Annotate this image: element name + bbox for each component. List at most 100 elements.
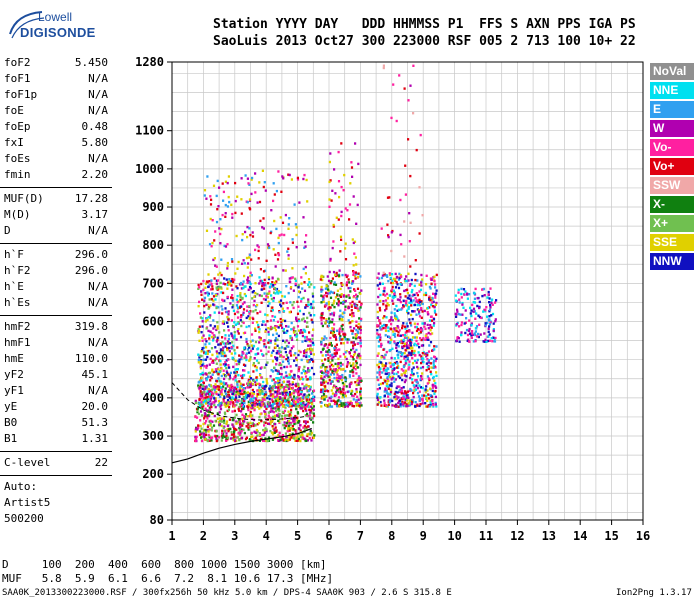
echo-point bbox=[295, 318, 298, 321]
echo-point bbox=[325, 302, 328, 305]
echo-point bbox=[492, 329, 495, 332]
echo-point bbox=[232, 402, 235, 405]
echo-point bbox=[269, 341, 272, 344]
param-hmE: hmE 110.0 bbox=[4, 352, 108, 367]
echo-point bbox=[201, 364, 204, 367]
echo-point bbox=[217, 400, 220, 403]
echo-point bbox=[252, 370, 255, 373]
echo-point bbox=[320, 313, 323, 317]
echo-point bbox=[346, 363, 349, 366]
echo-point bbox=[225, 432, 228, 435]
echo-point bbox=[218, 285, 221, 289]
echo-point bbox=[290, 321, 293, 325]
echo-point bbox=[277, 334, 280, 338]
param-key: foF1 bbox=[4, 72, 31, 85]
echo-point bbox=[429, 297, 432, 300]
echo-point bbox=[242, 311, 245, 314]
echo-point bbox=[344, 299, 347, 303]
echo-point bbox=[352, 374, 355, 377]
param-value: 2.20 bbox=[81, 168, 109, 181]
echo-point bbox=[378, 387, 381, 390]
echo-point bbox=[252, 310, 255, 313]
echo-point bbox=[270, 369, 273, 372]
echo-point bbox=[207, 294, 210, 297]
echo-point bbox=[415, 344, 419, 347]
echo-point bbox=[240, 354, 243, 358]
echo-point bbox=[377, 378, 380, 382]
echo-point bbox=[278, 362, 281, 365]
echo-point bbox=[235, 338, 238, 341]
echo-point bbox=[378, 277, 381, 280]
echo-point bbox=[295, 382, 298, 386]
echo-point bbox=[359, 390, 362, 394]
echo-point bbox=[403, 374, 406, 377]
param-foF1: foF1 N/A bbox=[4, 72, 108, 87]
echo-point bbox=[349, 355, 353, 358]
echo-point bbox=[320, 359, 324, 362]
echo-point bbox=[380, 227, 383, 230]
echo-point bbox=[237, 322, 240, 325]
echo-point bbox=[237, 260, 240, 264]
echo-point bbox=[228, 384, 231, 388]
y-tick-label: 300 bbox=[142, 429, 164, 443]
echo-point bbox=[251, 399, 254, 402]
echo-point bbox=[406, 288, 409, 291]
echo-point bbox=[292, 392, 295, 395]
echo-point bbox=[277, 419, 280, 422]
echo-point bbox=[199, 397, 202, 401]
echo-point bbox=[294, 397, 297, 400]
echo-point bbox=[412, 395, 415, 399]
echo-point bbox=[381, 324, 384, 328]
echo-point bbox=[395, 327, 398, 330]
echo-point bbox=[347, 281, 351, 284]
echo-point bbox=[398, 329, 401, 332]
echo-point bbox=[237, 374, 240, 377]
echo-point bbox=[230, 332, 233, 335]
echo-point bbox=[236, 267, 239, 270]
echo-point bbox=[350, 348, 353, 352]
echo-point bbox=[424, 391, 427, 394]
echo-point bbox=[405, 394, 409, 397]
echo-point bbox=[487, 290, 490, 294]
echo-point bbox=[211, 219, 214, 222]
echo-point bbox=[252, 424, 255, 428]
echo-point bbox=[274, 253, 277, 256]
echo-point bbox=[320, 381, 323, 384]
echo-point bbox=[281, 319, 284, 322]
echo-point bbox=[278, 324, 281, 327]
echo-point bbox=[231, 299, 234, 302]
echo-point bbox=[460, 323, 463, 327]
echo-point bbox=[349, 286, 352, 290]
echo-point bbox=[376, 310, 379, 314]
echo-point bbox=[239, 382, 242, 385]
echo-point bbox=[395, 346, 398, 349]
echo-point bbox=[297, 400, 300, 404]
echo-point bbox=[235, 371, 238, 374]
echo-point bbox=[339, 335, 342, 338]
echo-point bbox=[232, 280, 235, 284]
echo-point bbox=[307, 369, 310, 372]
echo-point bbox=[247, 394, 250, 398]
echo-point bbox=[381, 371, 384, 374]
echo-point bbox=[234, 374, 237, 377]
echo-point bbox=[212, 303, 215, 306]
echo-point bbox=[249, 340, 252, 343]
echo-point bbox=[206, 390, 209, 393]
echo-point bbox=[391, 347, 394, 350]
echo-point bbox=[237, 362, 240, 366]
echo-point bbox=[328, 198, 331, 201]
echo-point bbox=[243, 369, 246, 372]
echo-point bbox=[236, 316, 240, 319]
echo-point bbox=[247, 262, 250, 265]
echo-point bbox=[320, 318, 323, 322]
echo-point bbox=[291, 424, 294, 428]
param-value: 20.0 bbox=[81, 400, 109, 413]
echo-point bbox=[376, 316, 379, 319]
echo-point bbox=[207, 292, 210, 295]
echo-point bbox=[421, 372, 424, 375]
echo-point bbox=[403, 278, 407, 281]
echo-point bbox=[329, 152, 332, 155]
echo-point bbox=[207, 329, 210, 333]
echo-point bbox=[221, 312, 224, 315]
